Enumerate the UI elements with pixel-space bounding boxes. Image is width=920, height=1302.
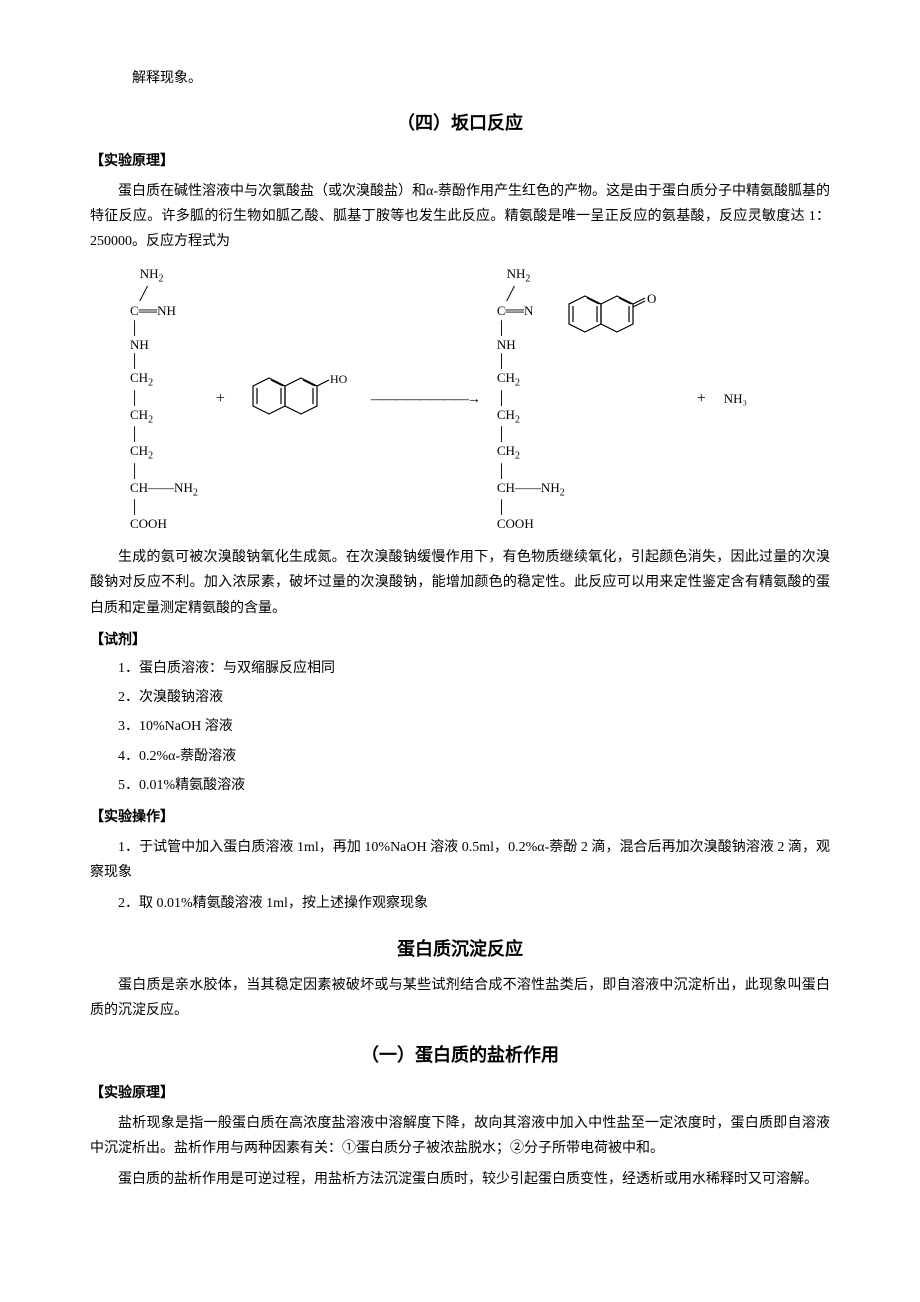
operation-item: 1．于试管中加入蛋白质溶液 1ml，再加 10%NaOH 溶液 0.5ml，0.… xyxy=(90,835,830,885)
chem-line: CH2 xyxy=(497,407,520,427)
naphthol-structure: HO xyxy=(243,366,353,434)
ho-label: HO xyxy=(330,372,348,386)
nh3-label: NH₃ xyxy=(724,391,747,408)
operation-heading: 【实验操作】 xyxy=(90,804,830,829)
chem-line: ╱ xyxy=(497,286,515,303)
chem-line: C══NH xyxy=(130,303,176,320)
chem-line: │ xyxy=(130,353,139,370)
salt-para-1: 盐析现象是指一般蛋白质在高浓度盐溶液中溶解度下降，故向其溶液中加入中性盐至一定浓… xyxy=(90,1111,830,1161)
reagent-item: 4．0.2%α-萘酚溶液 xyxy=(90,744,830,769)
chem-line: │ xyxy=(130,463,139,480)
reaction-diagram: NH2 ╱C══NH│NH│CH2│CH2│CH2│CH——NH2│COOH +… xyxy=(130,266,830,533)
chem-line: NH xyxy=(130,337,149,354)
operation-list: 1．于试管中加入蛋白质溶液 1ml，再加 10%NaOH 溶液 0.5ml，0.… xyxy=(90,835,830,917)
chem-line: CH2 xyxy=(130,370,153,390)
reagent-item: 1．蛋白质溶液：与双缩脲反应相同 xyxy=(90,656,830,681)
plus-symbol-2: + xyxy=(697,385,706,414)
chem-line: │ xyxy=(130,390,139,407)
precipitation-intro: 蛋白质是亲水胶体，当其稳定因素被破坏或与某些试剂结合成不溶性盐类后，即自溶液中沉… xyxy=(90,973,830,1023)
chem-line: C══N xyxy=(497,303,533,320)
salt-principle-heading: 【实验原理】 xyxy=(90,1080,830,1105)
chem-line: │ xyxy=(497,390,506,407)
product-structure: NH2 ╱C══N│NH│CH2│CH2│CH2│CH——NH2│COOH O xyxy=(497,266,679,533)
principle-heading-1: 【实验原理】 xyxy=(90,148,830,173)
reagent-list: 1．蛋白质溶液：与双缩脲反应相同 2．次溴酸钠溶液 3．10%NaOH 溶液 4．0.… xyxy=(90,656,830,798)
chem-line: │ xyxy=(497,320,506,337)
reagent-item: 2．次溴酸钠溶液 xyxy=(90,685,830,710)
svg-text:O: O xyxy=(647,291,656,306)
chem-line: CH2 xyxy=(130,407,153,427)
reagent-item: 3．10%NaOH 溶液 xyxy=(90,714,830,739)
chem-line: CH——NH2 xyxy=(130,480,198,500)
chem-line: │ xyxy=(497,353,506,370)
chem-line: COOH xyxy=(130,516,167,533)
reagent-item: 5．0.01%精氨酸溶液 xyxy=(90,773,830,798)
top-note: 解释现象。 xyxy=(90,66,830,91)
chem-line: │ xyxy=(130,320,139,337)
chem-line: CH2 xyxy=(497,443,520,463)
arginine-structure: NH2 ╱C══NH│NH│CH2│CH2│CH2│CH——NH2│COOH xyxy=(130,266,198,533)
chem-line: COOH xyxy=(497,516,534,533)
salt-title: （一）蛋白质的盐析作用 xyxy=(90,1039,830,1071)
chem-line: │ xyxy=(497,426,506,443)
reaction-arrow: ————————→ xyxy=(371,387,479,412)
precipitation-title: 蛋白质沉淀反应 xyxy=(90,933,830,965)
section4-title: （四）坂口反应 xyxy=(90,107,830,139)
salt-para-2: 蛋白质的盐析作用是可逆过程，用盐析方法沉淀蛋白质时，较少引起蛋白质变性，经透析或… xyxy=(90,1167,830,1192)
reagents-heading: 【试剂】 xyxy=(90,627,830,652)
chem-line: │ xyxy=(130,499,139,516)
chem-line: NH xyxy=(497,337,516,354)
chem-line: │ xyxy=(130,426,139,443)
chem-line: NH2 xyxy=(497,266,531,286)
chem-line: │ xyxy=(497,463,506,480)
chem-line: CH2 xyxy=(130,443,153,463)
principle-para-2: 生成的氨可被次溴酸钠氧化生成氮。在次溴酸钠缓慢作用下，有色物质继续氧化，引起颜色… xyxy=(90,545,830,621)
principle-para-1: 蛋白质在碱性溶液中与次氯酸盐（或次溴酸盐）和α-萘酚作用产生红色的产物。这是由于… xyxy=(90,179,830,255)
chem-line: CH2 xyxy=(497,370,520,390)
chem-line: ╱ xyxy=(130,286,148,303)
chem-line: │ xyxy=(497,499,506,516)
chem-line: CH——NH2 xyxy=(497,480,565,500)
operation-item: 2．取 0.01%精氨酸溶液 1ml，按上述操作观察现象 xyxy=(90,891,830,916)
chem-line: NH2 xyxy=(130,266,164,286)
plus-symbol-1: + xyxy=(216,385,225,414)
